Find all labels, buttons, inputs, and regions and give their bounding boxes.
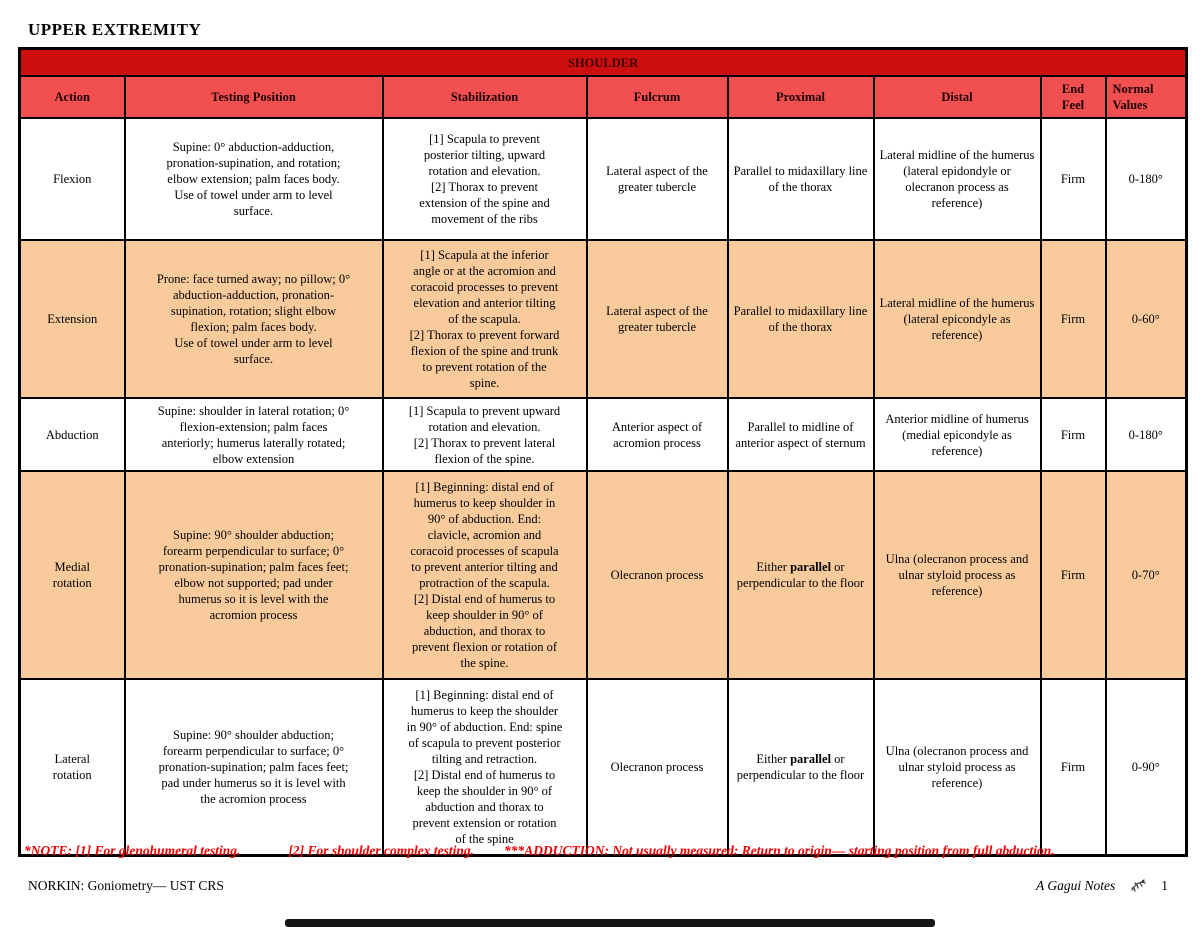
testing-position-cell: Supine: 0° abduction-adduction, pronatio… [123, 117, 384, 241]
col-end-feel: End Feel [1039, 75, 1107, 119]
proximal-cell: Parallel to midaxillary line of the thor… [726, 117, 875, 241]
col-proximal: Proximal [726, 75, 875, 119]
table-row-lateral-rotation: Lateral rotation Supine: 90° shoulder ab… [18, 678, 1188, 856]
fulcrum-cell: Lateral aspect of the greater tubercle [585, 239, 729, 399]
col-fulcrum: Fulcrum [585, 75, 729, 119]
col-stabilization: Stabilization [381, 75, 588, 119]
stabilization-cell: [1] Scapula to prevent posterior tilting… [381, 117, 588, 241]
footnote-part-3: ***ADDUCTION: Not usually measured: Retu… [504, 843, 1055, 858]
normal-values-cell: 0-60° [1104, 239, 1188, 399]
goniometry-table: SHOULDER Action Testing Position Stabili… [18, 47, 1189, 857]
fulcrum-cell: Olecranon process [585, 470, 729, 680]
normal-values-cell: 0-180° [1104, 397, 1188, 472]
col-distal: Distal [872, 75, 1042, 119]
page-number: 1 [1161, 878, 1168, 893]
stabilization-cell: [1] Beginning: distal end of humerus to … [381, 470, 588, 680]
page-footer: NORKIN: Goniometry— UST CRS A Gagui Note… [28, 878, 1168, 894]
action-cell: Flexion [18, 117, 126, 241]
normal-values-cell: 0-180° [1104, 117, 1188, 241]
table-row-extension: Extension Prone: face turned away; no pi… [18, 239, 1188, 399]
stabilization-cell: [1] Scapula to prevent upward rotation a… [381, 397, 588, 472]
footer-source: NORKIN: Goniometry— UST CRS [28, 878, 224, 893]
stabilization-cell: [1] Scapula at the inferior angle or at … [381, 239, 588, 399]
end-feel-cell: Firm [1039, 397, 1107, 472]
bottom-bar [285, 919, 935, 927]
normal-values-cell: 0-70° [1104, 470, 1188, 680]
end-feel-cell: Firm [1039, 117, 1107, 241]
end-feel-cell: Firm [1039, 678, 1107, 856]
testing-position-cell: Prone: face turned away; no pillow; 0° a… [123, 239, 384, 399]
distal-cell: Anterior midline of humerus (medial epic… [872, 397, 1042, 472]
testing-position-cell: Supine: shoulder in lateral rotation; 0°… [123, 397, 384, 472]
testing-position-cell: Supine: 90° shoulder abduction; forearm … [123, 678, 384, 856]
col-normal-values: Normal Values [1104, 75, 1188, 119]
stabilization-cell: [1] Beginning: distal end of humerus to … [381, 678, 588, 856]
page-title: UPPER EXTREMITY [28, 20, 202, 39]
action-cell: Medial rotation [18, 470, 126, 680]
testing-position-cell: Supine: 90° shoulder abduction; forearm … [123, 470, 384, 680]
action-cell: Lateral rotation [18, 678, 126, 856]
table-row-flexion: Flexion Supine: 0° abduction-adduction, … [18, 117, 1188, 241]
footnote-part-2: [2] For shoulder complex testing. [288, 843, 475, 858]
end-feel-cell: Firm [1039, 239, 1107, 399]
col-action: Action [18, 75, 126, 119]
proximal-cell: Either parallel or perpendicular to the … [726, 678, 875, 856]
footnote-part-1: *NOTE: [1] For glenohumeral testing. [24, 843, 241, 858]
proximal-cell: Either parallel or perpendicular to the … [726, 470, 875, 680]
end-feel-cell: Firm [1039, 470, 1107, 680]
distal-cell: Ulna (olecranon process and ulnar styloi… [872, 470, 1042, 680]
gecko-dingbat-icon [1129, 878, 1147, 894]
column-header-row: Action Testing Position Stabilization Fu… [18, 75, 1188, 119]
section-header-row: SHOULDER [18, 47, 1188, 77]
table-row-abduction: Abduction Supine: shoulder in lateral ro… [18, 397, 1188, 472]
section-header: SHOULDER [18, 47, 1188, 77]
fulcrum-cell: Anterior aspect of acromion process [585, 397, 729, 472]
proximal-cell: Parallel to midline of anterior aspect o… [726, 397, 875, 472]
proximal-cell: Parallel to midaxillary line of the thor… [726, 239, 875, 399]
action-cell: Extension [18, 239, 126, 399]
distal-cell: Ulna (olecranon process and ulnar styloi… [872, 678, 1042, 856]
action-cell: Abduction [18, 397, 126, 472]
normal-values-cell: 0-90° [1104, 678, 1188, 856]
table-row-medial-rotation: Medial rotation Supine: 90° shoulder abd… [18, 470, 1188, 680]
distal-cell: Lateral midline of the humerus (lateral … [872, 239, 1042, 399]
fulcrum-cell: Lateral aspect of the greater tubercle [585, 117, 729, 241]
footer-author: A Gagui Notes [1035, 878, 1116, 893]
footnote: *NOTE: [1] For glenohumeral testing. [2]… [24, 843, 1189, 859]
fulcrum-cell: Olecranon process [585, 678, 729, 856]
distal-cell: Lateral midline of the humerus (lateral … [872, 117, 1042, 241]
col-testing-position: Testing Position [123, 75, 384, 119]
